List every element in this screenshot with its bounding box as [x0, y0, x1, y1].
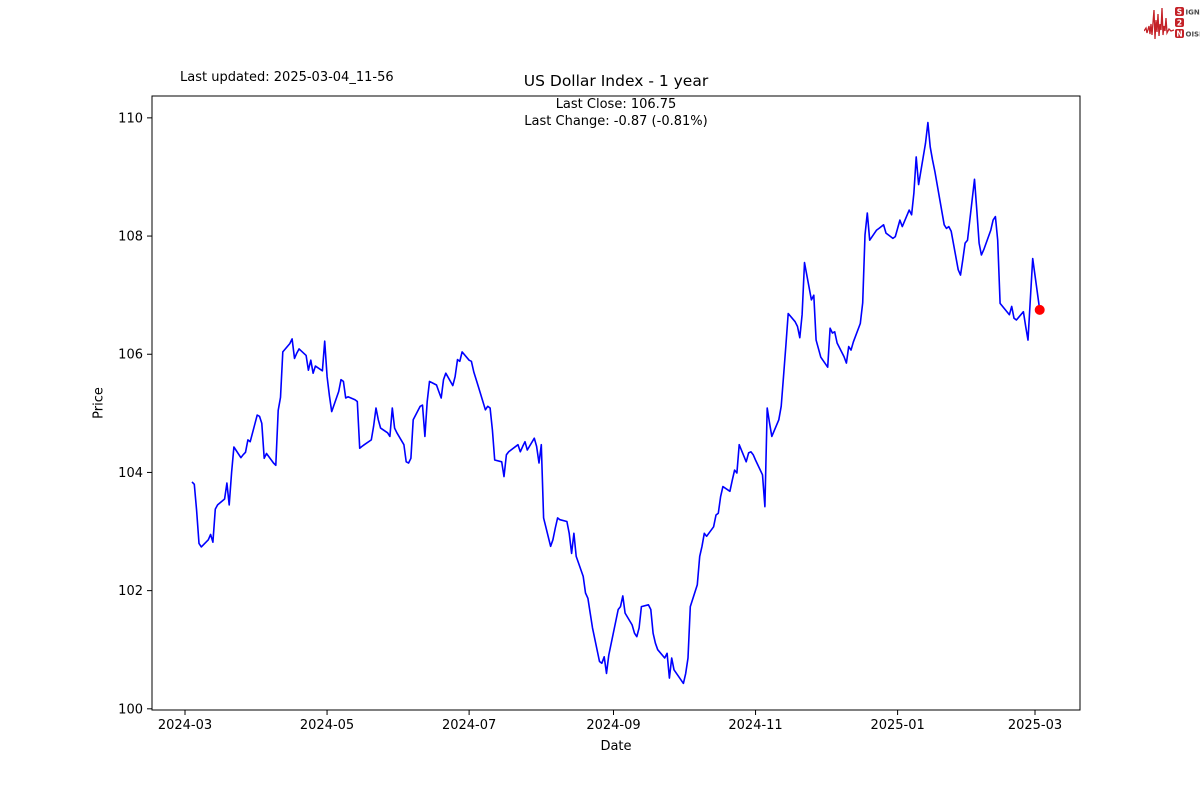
- price-line: [191, 121, 1041, 685]
- y-tick-label: 108: [118, 230, 143, 245]
- x-tick-label: 2025-03: [1008, 718, 1062, 733]
- y-tick-label: 102: [118, 584, 143, 599]
- signal2noise-logo: S IGNAL 2 N OISE: [1144, 7, 1200, 40]
- logo-badge-n: N: [1176, 29, 1182, 38]
- x-tick-label: 2024-03: [158, 718, 212, 733]
- plot-frame: [151, 95, 1081, 711]
- y-tick-label: 104: [118, 466, 143, 481]
- logo-waveform-icon: [1144, 7, 1175, 40]
- logo-badge-2: 2: [1177, 18, 1182, 27]
- x-tick-label: 2024-09: [586, 718, 640, 733]
- x-tick-label: 2024-05: [300, 718, 354, 733]
- y-tick-label: 110: [118, 111, 143, 126]
- x-tick-label: 2025-01: [870, 718, 924, 733]
- last-change-text: Last Change: -0.87 (-0.81%): [524, 114, 708, 129]
- y-tick-label: 106: [118, 348, 143, 363]
- logo-text-oise: OISE: [1186, 30, 1200, 38]
- last-updated-text: Last updated: 2025-03-04_11-56: [180, 70, 394, 85]
- logo-badge-s: S: [1177, 7, 1182, 16]
- chart-title: US Dollar Index - 1 year: [523, 72, 709, 90]
- y-axis-label: Price: [91, 387, 107, 419]
- x-axis-label: Date: [600, 739, 632, 754]
- last-close-text: Last Close: 106.75: [555, 97, 677, 112]
- x-tick-label: 2024-07: [442, 718, 496, 733]
- y-tick-label: 100: [118, 702, 143, 717]
- logo-text-ignal: IGNAL: [1186, 8, 1200, 16]
- last-price-marker: [1034, 304, 1045, 315]
- x-tick-label: 2024-11: [728, 718, 782, 733]
